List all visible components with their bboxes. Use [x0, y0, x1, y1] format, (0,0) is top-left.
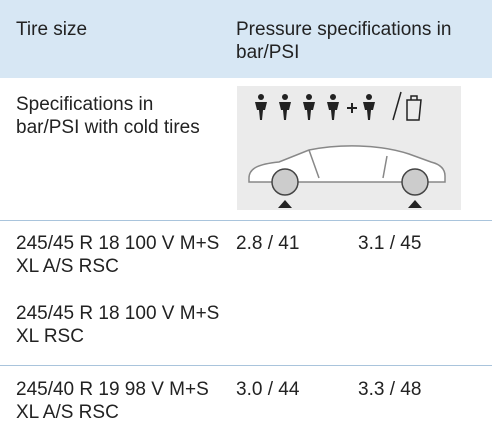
header-cell: Pressure specifications in bar/PSI: [236, 19, 452, 63]
note-cell: Specifications in bar/PSI with cold tire…: [16, 94, 200, 138]
tire-size: 245/45 R 18 100 V M+S XL RSC: [16, 303, 220, 347]
front-pressure: 2.8 / 41: [236, 233, 300, 254]
arrows: [278, 200, 422, 208]
divider: [0, 220, 492, 221]
people-icons: [255, 91, 422, 121]
car: [248, 145, 446, 196]
tire-size: 245/40 R 19 98 V M+S XL A/S RSC: [16, 379, 209, 423]
rear-pressure: 3.3 / 48: [358, 379, 422, 400]
header-cell: Tire size: [16, 19, 88, 40]
load-illustration: [237, 86, 461, 210]
front-pressure: 3.0 / 44: [236, 379, 300, 400]
tire-size: 245/45 R 18 100 V M+S XL A/S RSC: [16, 233, 220, 277]
header-row: [0, 0, 492, 78]
rear-pressure: 3.1 / 45: [358, 233, 422, 254]
divider: [0, 365, 492, 366]
